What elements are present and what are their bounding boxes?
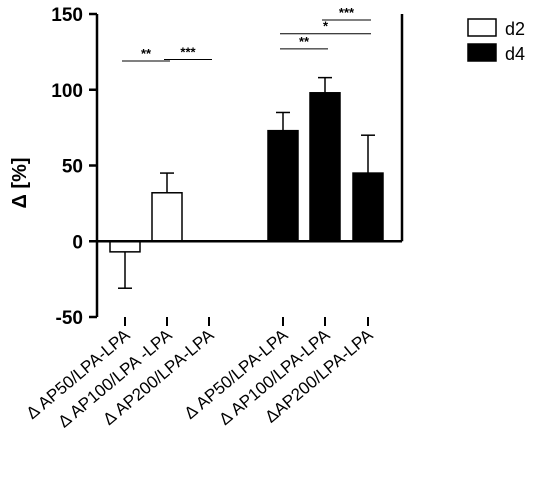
bar-d4	[352, 172, 384, 242]
significance-label: ***	[180, 44, 196, 59]
significance-label: *	[323, 19, 329, 34]
legend-label-d2: d2	[505, 19, 525, 39]
zero-baseline	[97, 14, 404, 326]
bar-d2	[109, 240, 141, 253]
bar-d4	[267, 129, 299, 242]
y-tick-label: -50	[56, 308, 83, 329]
y-tick-label: 150	[51, 5, 83, 26]
significance-label: ***	[339, 5, 355, 20]
y-tick-label: 100	[51, 81, 83, 102]
y-axis-label: Δ [%]	[9, 157, 31, 208]
legend-swatch-d2	[467, 18, 497, 37]
y-tick-label: 50	[62, 157, 83, 178]
legend-swatch-d4	[467, 43, 497, 62]
bar-d2	[151, 192, 183, 243]
bars	[109, 76, 384, 289]
bar-d4	[309, 92, 341, 242]
significance-brackets: ** *********	[122, 5, 371, 62]
y-tick-label: 0	[72, 232, 83, 253]
legend-label-d4: d4	[505, 44, 525, 64]
significance-label: **	[299, 34, 310, 49]
significance-label: **	[141, 46, 152, 61]
y-axis: -50 0 50 100 150	[51, 5, 99, 329]
